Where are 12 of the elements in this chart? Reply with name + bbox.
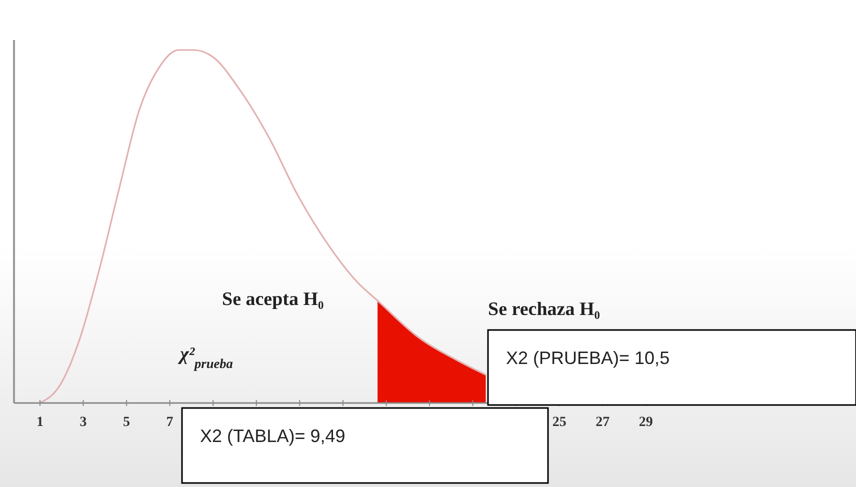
annotation: Se rechaza H₀ <box>488 299 600 320</box>
x-tick-label: 7 <box>166 415 174 430</box>
x-tick-label: 29 <box>638 415 653 430</box>
annotation: Se acepta H₀ <box>222 289 324 310</box>
x-tick-label: 3 <box>80 415 87 430</box>
x-tick-label: 1 <box>36 415 44 430</box>
x-tick-label: 25 <box>552 415 566 430</box>
x-tick-label: 5 <box>123 415 130 430</box>
annotation: X2 (PRUEBA)= 10,5 <box>506 348 670 368</box>
x-tick-label: 27 <box>596 415 610 430</box>
annotation: χ²$_{prueba}$ <box>177 344 234 370</box>
text: X2 (TABLA)= 9,49 <box>200 426 346 446</box>
